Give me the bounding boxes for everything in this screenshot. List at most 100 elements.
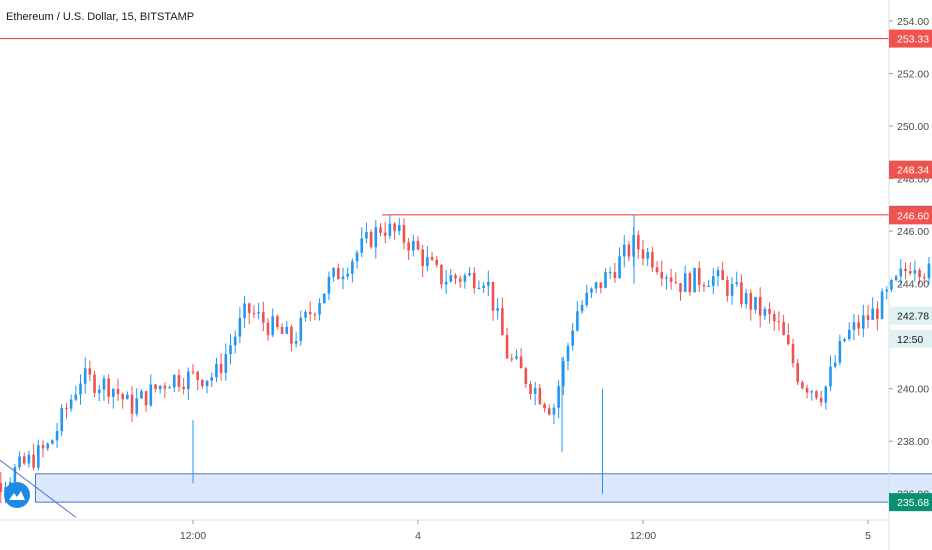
candle-body (688, 273, 692, 293)
candle-body (440, 264, 443, 285)
candle-body (224, 354, 228, 373)
candle-body (444, 281, 448, 285)
candle-body (416, 240, 420, 250)
trend-line (0, 459, 77, 518)
candle-body (543, 404, 546, 409)
candle-body (885, 289, 889, 292)
candle-body (847, 329, 851, 339)
candle-body (777, 321, 781, 323)
candle-body (262, 312, 265, 323)
candle-body (60, 408, 64, 432)
candle-body (65, 408, 68, 410)
candle-body (112, 388, 115, 397)
candle-body (810, 391, 814, 393)
candle-body (772, 314, 776, 322)
candle-body (651, 252, 654, 268)
support-zone (35, 473, 932, 503)
candle-body (135, 398, 139, 414)
candle-body (594, 282, 598, 289)
candle-body (55, 431, 59, 441)
candle-body (196, 371, 199, 380)
candle-body (182, 386, 185, 390)
candle-body (154, 384, 157, 390)
price-tick-label: 252.00 (897, 69, 929, 81)
candle-body (627, 244, 631, 257)
candle-body (618, 256, 621, 278)
candle-body (27, 454, 31, 464)
candle-body (346, 273, 349, 277)
candle-body (88, 368, 92, 375)
candle-body (697, 267, 701, 286)
candle-body (149, 384, 153, 406)
candle-body (524, 368, 528, 384)
candle-body (144, 391, 148, 406)
candle-body (388, 223, 392, 236)
candle-body (276, 316, 279, 327)
candle-body (229, 345, 232, 355)
candle-body (805, 387, 809, 393)
candles-layer (0, 215, 931, 504)
price-tag-label: 12:50 (897, 334, 923, 346)
candle-body (815, 391, 818, 398)
candle-body (585, 292, 589, 305)
price-tick-label: 254.00 (897, 16, 929, 28)
candle-body (716, 270, 720, 277)
candle-body (758, 296, 762, 316)
candle-body (744, 293, 748, 305)
candle-body (477, 287, 481, 289)
candle-body (430, 257, 434, 260)
candle-body (669, 277, 673, 283)
candle-body (22, 456, 26, 464)
candle-body (622, 244, 626, 257)
drawing-layer (35, 473, 932, 503)
candle-body (32, 454, 35, 468)
candle-body (904, 268, 907, 272)
candle-body (210, 377, 214, 381)
candle-body (796, 363, 799, 383)
candle-body (726, 279, 729, 296)
candle-body (683, 273, 687, 292)
candle-body (402, 225, 406, 243)
price-tick-label: 240.00 (897, 384, 929, 396)
candle-body (472, 272, 476, 289)
candle-body (566, 345, 570, 362)
candle-body (318, 303, 321, 315)
candle-body (533, 388, 537, 394)
candle-body (908, 271, 912, 274)
candle-body (130, 394, 134, 414)
candle-body (857, 322, 860, 329)
candle-body (126, 394, 129, 400)
candle-body (13, 467, 17, 483)
candle-body (655, 267, 659, 272)
candle-body (271, 316, 274, 336)
candle-body (674, 282, 678, 284)
candle-body (393, 223, 396, 232)
tradingview-logo-icon[interactable] (4, 482, 30, 508)
candle-body (243, 303, 246, 318)
candle-body (838, 340, 842, 363)
candle-body (294, 341, 298, 344)
candle-body (172, 375, 176, 388)
candle-body (374, 227, 378, 248)
candle-body (787, 335, 790, 345)
candle-body (421, 249, 424, 267)
candle-body (337, 268, 340, 280)
candle-body (791, 344, 795, 364)
candle-body (604, 272, 607, 289)
price-axis[interactable]: 254.00252.00250.00248.00246.00244.00242.… (889, 16, 929, 501)
price-tag-box (889, 160, 932, 179)
candle-body (505, 335, 509, 359)
candle-body (247, 303, 251, 313)
candle-body (730, 284, 734, 296)
candle-body (876, 308, 879, 319)
candle-body (74, 394, 78, 400)
candle-body (482, 285, 485, 288)
price-tick-label: 244.00 (897, 279, 929, 291)
candle-body (463, 275, 467, 282)
candle-body (121, 394, 124, 400)
candle-body (41, 445, 45, 449)
candle-body (538, 388, 542, 405)
candle-body (637, 235, 640, 250)
